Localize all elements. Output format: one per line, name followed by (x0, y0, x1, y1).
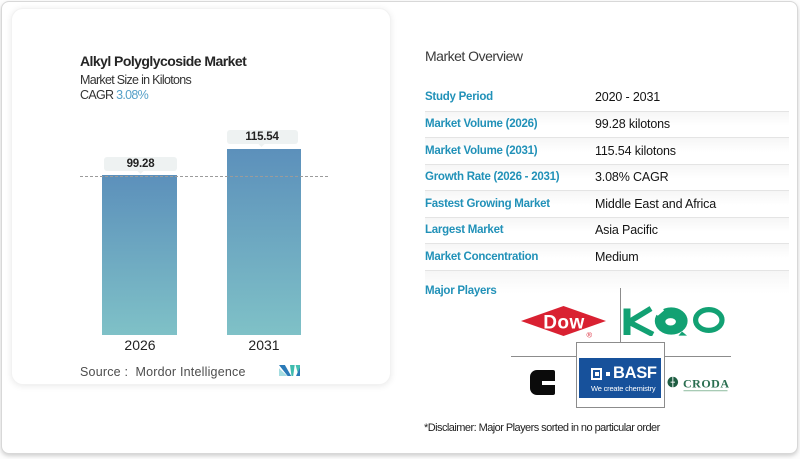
svg-text:CRODA: CRODA (683, 376, 730, 390)
svg-text:®: ® (587, 331, 593, 339)
svg-text:Dow: Dow (543, 313, 585, 334)
